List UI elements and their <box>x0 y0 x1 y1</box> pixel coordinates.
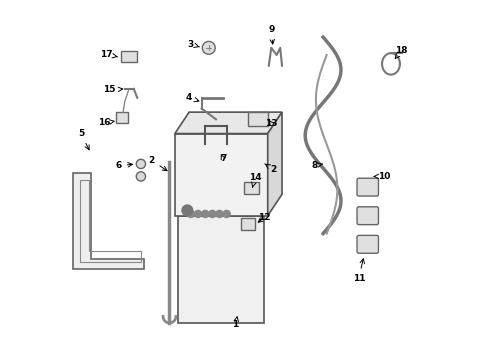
Circle shape <box>136 172 145 181</box>
Circle shape <box>202 41 215 54</box>
Circle shape <box>182 205 192 216</box>
Text: 6: 6 <box>115 161 132 170</box>
Text: 4: 4 <box>185 93 199 102</box>
FancyBboxPatch shape <box>356 207 378 225</box>
FancyBboxPatch shape <box>241 217 255 230</box>
FancyBboxPatch shape <box>356 178 378 196</box>
FancyBboxPatch shape <box>356 235 378 253</box>
Text: 9: 9 <box>267 26 274 44</box>
Text: 17: 17 <box>100 50 118 59</box>
Text: 12: 12 <box>257 213 270 222</box>
Polygon shape <box>267 112 282 216</box>
FancyBboxPatch shape <box>247 112 267 126</box>
Text: 7: 7 <box>220 154 226 163</box>
Circle shape <box>194 210 201 217</box>
FancyBboxPatch shape <box>178 216 264 323</box>
Text: 2: 2 <box>148 156 166 171</box>
Circle shape <box>223 210 230 217</box>
Text: 3: 3 <box>187 40 199 49</box>
Circle shape <box>187 210 194 217</box>
Text: 2: 2 <box>264 164 276 174</box>
FancyBboxPatch shape <box>116 112 128 123</box>
Text: 14: 14 <box>248 173 261 187</box>
Text: 16: 16 <box>98 118 114 127</box>
Circle shape <box>208 210 216 217</box>
Text: 13: 13 <box>264 119 277 128</box>
FancyBboxPatch shape <box>244 182 258 194</box>
Circle shape <box>216 210 223 217</box>
FancyBboxPatch shape <box>121 51 137 62</box>
Circle shape <box>201 210 208 217</box>
Text: 8: 8 <box>310 161 322 170</box>
Text: 5: 5 <box>78 129 89 150</box>
Text: 18: 18 <box>394 46 407 58</box>
Polygon shape <box>175 112 282 134</box>
FancyBboxPatch shape <box>175 134 267 216</box>
Polygon shape <box>73 173 144 269</box>
Text: 15: 15 <box>103 85 122 94</box>
Text: 10: 10 <box>373 172 389 181</box>
Text: 1: 1 <box>232 317 238 329</box>
Circle shape <box>136 159 145 168</box>
Text: 11: 11 <box>352 259 365 283</box>
